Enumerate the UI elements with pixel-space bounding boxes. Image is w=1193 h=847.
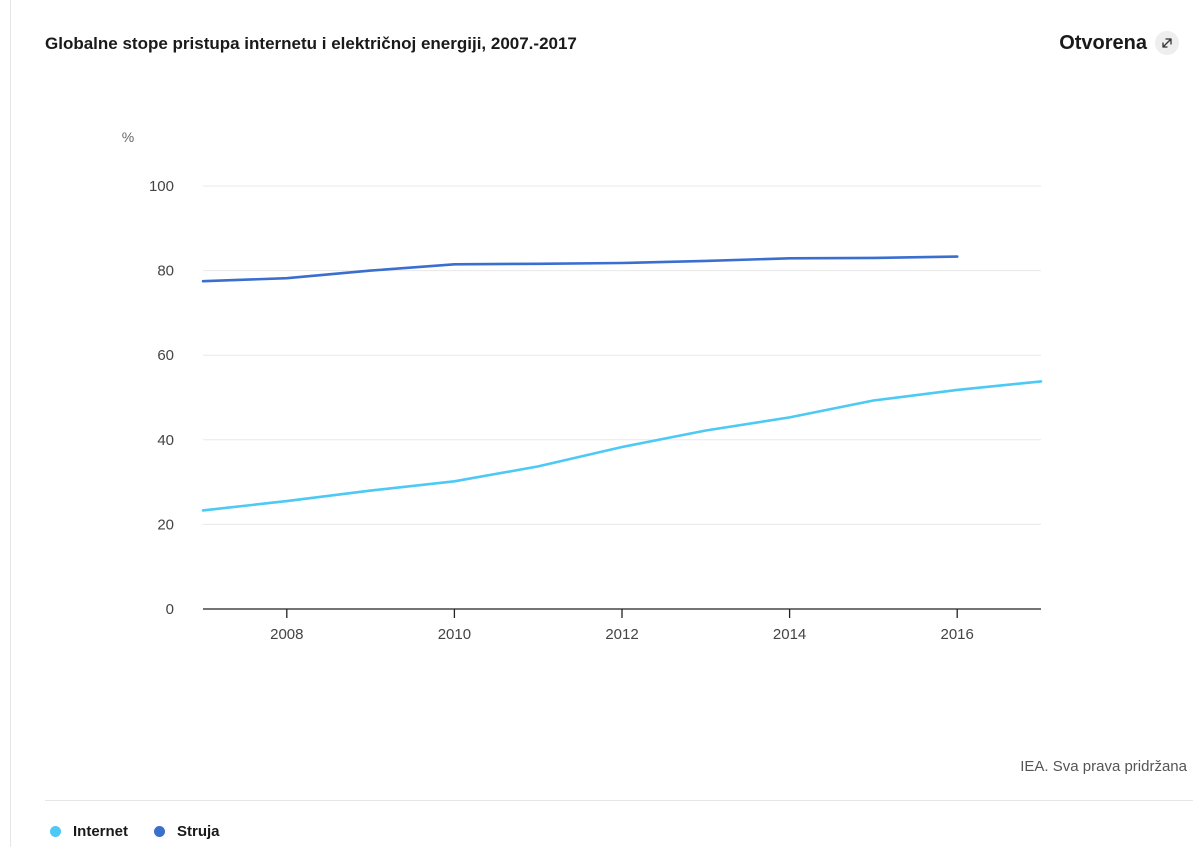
series-line-struja	[201, 255, 959, 283]
legend-label-internet: Internet	[73, 823, 129, 840]
y-tick-label-40: 40	[157, 432, 174, 449]
legend-dot-internet	[50, 826, 61, 837]
legend-label-struja: Struja	[177, 823, 220, 840]
left-border	[10, 0, 11, 847]
x-axis: 2008 2010 2012 2014 2016	[203, 608, 1041, 643]
y-tick-label-80: 80	[157, 263, 174, 280]
y-tick-label-0: 0	[166, 601, 174, 618]
y-tick-label-20: 20	[157, 516, 174, 533]
legend: Internet Struja	[50, 823, 220, 840]
x-tick-label-2010: 2010	[438, 626, 471, 643]
y-tick-label-60: 60	[157, 347, 174, 364]
open-button[interactable]: Otvorena	[1059, 31, 1179, 55]
chart-title: Globalne stope pristupa internetu i elek…	[45, 34, 577, 53]
series-line-internet	[201, 380, 1043, 512]
legend-item-internet[interactable]: Internet	[50, 823, 128, 840]
y-axis-unit-label: %	[122, 129, 134, 145]
x-tick-label-2014: 2014	[773, 626, 806, 643]
y-tick-label-100: 100	[149, 178, 174, 195]
y-axis-ticks: 0 20 40 60 80 100	[149, 178, 174, 618]
x-tick-label-2008: 2008	[270, 626, 303, 643]
open-button-label: Otvorena	[1059, 31, 1147, 54]
expand-arrow-icon	[1155, 31, 1179, 55]
source-note: IEA. Sva prava pridržana	[1020, 758, 1187, 775]
legend-item-struja[interactable]: Struja	[154, 823, 220, 840]
legend-dot-struja	[154, 826, 166, 837]
gridlines	[203, 185, 1041, 525]
line-chart: % 0 20 40 60 80 100 2008 2010 2012 2014 2016	[122, 129, 1043, 643]
x-tick-label-2012: 2012	[605, 626, 638, 643]
legend-divider	[45, 800, 1193, 801]
series-lines	[201, 255, 1043, 512]
x-tick-label-2016: 2016	[941, 626, 974, 643]
